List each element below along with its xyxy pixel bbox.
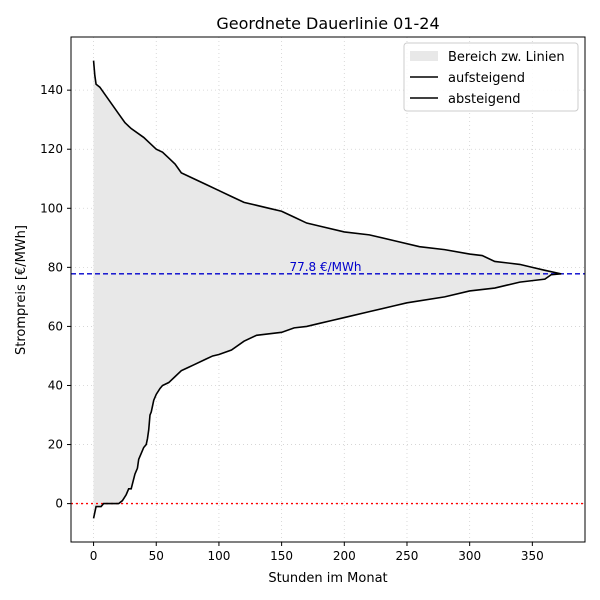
chart-title: Geordnete Dauerlinie 01-24 bbox=[216, 14, 439, 33]
y-tick-label: 80 bbox=[48, 260, 63, 274]
legend-box bbox=[403, 42, 579, 112]
y-tick-label: 40 bbox=[48, 378, 63, 392]
series-line-aufsteigend bbox=[92, 273, 562, 519]
y-tick-label: 100 bbox=[40, 201, 63, 215]
plot-area: 77.8 €/MWh 0 50 100 150 200 250 300 350 0 20 40 60 80… bbox=[40, 36, 586, 563]
x-tick-label: 100 bbox=[207, 549, 230, 563]
y-tick-label: 0 bbox=[55, 497, 63, 511]
x-axis-label: Stunden im Monat bbox=[268, 571, 387, 586]
y-tick-label: 20 bbox=[48, 438, 63, 452]
y-tick-label: 140 bbox=[40, 83, 63, 97]
y-axis-label: Strompreis [€/MWh] bbox=[14, 225, 29, 355]
plot-frame bbox=[70, 36, 586, 543]
y-tick-label: 120 bbox=[40, 142, 63, 156]
fill-between-area bbox=[93, 60, 562, 519]
legend: Bereich zw. Linien aufsteigend absteigend bbox=[403, 42, 579, 112]
x-tick-label: 350 bbox=[521, 549, 544, 563]
legend-label: Bereich zw. Linien bbox=[448, 50, 565, 65]
y-tick-label: 60 bbox=[48, 319, 63, 333]
legend-label: aufsteigend bbox=[448, 71, 525, 86]
series-line-absteigend bbox=[92, 60, 562, 275]
x-tick-label: 50 bbox=[149, 549, 164, 563]
legend-swatch-area bbox=[410, 51, 438, 61]
legend-label: absteigend bbox=[448, 92, 520, 107]
x-tick-label: 0 bbox=[90, 549, 98, 563]
x-tick-label: 200 bbox=[333, 549, 356, 563]
mean-price-annotation: 77.8 €/MWh bbox=[289, 260, 361, 274]
x-tick-label: 150 bbox=[270, 549, 293, 563]
x-tick-label: 300 bbox=[458, 549, 481, 563]
x-tick-label: 250 bbox=[396, 549, 419, 563]
